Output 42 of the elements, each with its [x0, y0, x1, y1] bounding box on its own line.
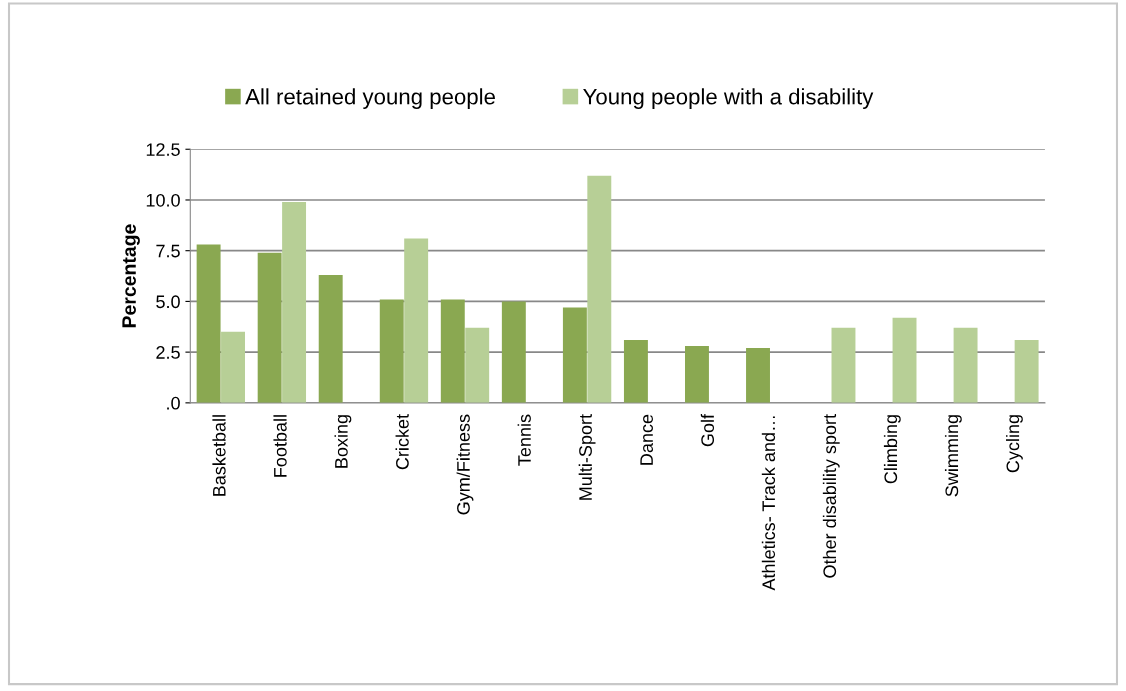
x-tick-label: Basketball — [212, 415, 226, 496]
bar — [1014, 339, 1039, 403]
x-tick-label: Football — [273, 415, 287, 477]
y-tick-label: 12.5 — [146, 143, 180, 156]
x-tick-label: Swimming — [944, 415, 962, 497]
x-tick-label: Dance — [640, 414, 653, 465]
bar — [404, 238, 429, 403]
y-tick-label: 7.5 — [156, 244, 180, 258]
x-tick-label: Athletics- Track and… — [761, 416, 776, 591]
bar — [501, 301, 526, 403]
bar — [221, 331, 245, 403]
y-tick-label: .0 — [167, 396, 180, 410]
x-tick-label: Multi-Sport — [578, 414, 596, 500]
x-tick-label: Other disability sport — [822, 414, 840, 578]
bar — [685, 346, 709, 403]
bar — [831, 327, 856, 403]
x-tick-label: Boxing — [334, 415, 352, 468]
bar — [196, 244, 221, 403]
bar — [282, 202, 307, 403]
x-tick-label: Gym/Fitness — [456, 414, 474, 515]
bar — [587, 175, 612, 403]
x-tick-label: Tennis — [517, 414, 531, 466]
bar — [318, 275, 343, 403]
y-tick-label: 10.0 — [146, 193, 180, 207]
bar — [257, 252, 282, 403]
y-axis-title: Percentage — [122, 224, 140, 328]
y-tick-label: 2.5 — [156, 346, 180, 359]
bar — [892, 317, 917, 403]
bar — [953, 327, 978, 403]
bar — [379, 299, 404, 403]
bar — [623, 339, 648, 403]
bar — [465, 327, 490, 403]
legend-label: All retained young people — [245, 88, 495, 109]
bar — [562, 307, 587, 403]
x-tick-label: Cricket — [395, 414, 409, 470]
x-tick-label: Golf — [700, 413, 715, 447]
bar — [440, 299, 465, 403]
x-tick-label: Cycling — [1005, 415, 1023, 473]
x-tick-label: Climbing — [883, 415, 901, 484]
legend-label: Young people with a disability — [583, 88, 874, 109]
y-tick-label: 5.0 — [156, 295, 180, 309]
bar — [746, 348, 770, 403]
